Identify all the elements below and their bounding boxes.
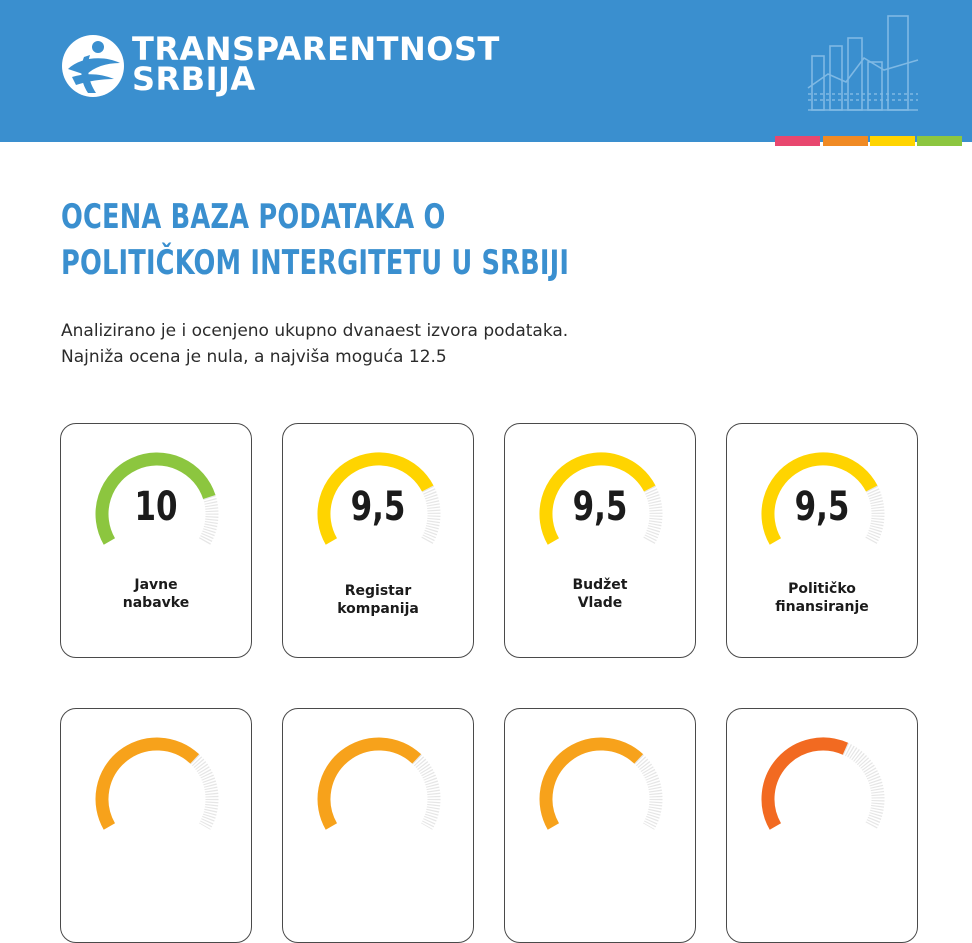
score-card — [726, 708, 918, 943]
card-label: Javne nabavke — [61, 576, 251, 612]
score-gauge — [317, 452, 441, 545]
score-value: 9,5 — [572, 484, 628, 530]
card-label: Registar kompanija — [283, 582, 473, 618]
org-name-line1: TRANSPARENTNOST — [132, 30, 500, 68]
intro-line2: Najniža ocena je nula, a najviša moguća … — [61, 347, 447, 367]
stripe-yellow — [870, 136, 915, 146]
score-gauge — [317, 737, 441, 830]
score-card: 10 Javne nabavke — [60, 423, 252, 658]
score-card — [60, 708, 252, 943]
gauge-track — [189, 754, 219, 830]
score-value: 10 — [134, 484, 178, 530]
gauge-fill — [761, 737, 849, 830]
stripe-green — [917, 136, 962, 146]
intro-text: Analizirano je i ocenjeno ukupno dvanaes… — [61, 318, 568, 370]
score-card — [282, 708, 474, 943]
page-title: OCENA BAZA PODATAKA O POLITIČKOM INTERGI… — [61, 194, 569, 286]
score-value: 9,5 — [350, 484, 406, 530]
org-name: TRANSPARENTNOST SRBIJA — [132, 30, 500, 98]
gauge-track — [198, 494, 219, 545]
bar-chart-icon — [807, 15, 919, 111]
gauge-fill — [539, 452, 656, 545]
org-name-line2: SRBIJA — [132, 60, 256, 98]
card-label-line1: Budžet — [572, 577, 628, 593]
gauge-fill — [761, 452, 878, 545]
score-value: 9,5 — [794, 484, 850, 530]
card-label-line1: Političko — [788, 581, 856, 597]
score-gauge — [761, 737, 885, 830]
gauge-track — [411, 754, 441, 830]
gauge-fill — [317, 452, 434, 545]
card-label: Budžet Vlade — [505, 576, 695, 612]
score-gauge — [761, 452, 885, 545]
header-banner: TRANSPARENTNOST SRBIJA — [0, 0, 972, 142]
score-gauge — [95, 737, 219, 830]
score-card: 9,5 Političko finansiranje — [726, 423, 918, 658]
stripe-orange — [823, 136, 868, 146]
score-gauge — [539, 452, 663, 545]
score-card — [504, 708, 696, 943]
gauge-fill — [317, 737, 422, 830]
score-card: 9,5 Registar kompanija — [282, 423, 474, 658]
stripe-pink — [775, 136, 820, 146]
card-label: Političko finansiranje — [727, 580, 917, 616]
transparency-globe-icon — [62, 35, 124, 97]
intro-line1: Analizirano je i ocenjeno ukupno dvanaes… — [61, 321, 569, 341]
gauge-fill — [95, 452, 216, 545]
gauge-fill — [539, 737, 644, 830]
score-gauge — [539, 737, 663, 830]
card-label-line1: Javne — [134, 577, 178, 593]
card-label-line2: Vlade — [577, 595, 623, 611]
gauge-track — [842, 742, 885, 830]
card-label-line2: nabavke — [122, 595, 190, 611]
page-title-line1: OCENA BAZA PODATAKA O — [61, 197, 446, 237]
score-gauge — [95, 452, 219, 545]
card-label-line2: finansiranje — [775, 599, 869, 615]
score-card: 9,5 Budžet Vlade — [504, 423, 696, 658]
card-label-line2: kompanija — [337, 601, 419, 617]
gauge-fill — [95, 737, 200, 830]
card-label-line1: Registar — [344, 583, 412, 599]
page-title-line2: POLITIČKOM INTERGITETU U SRBIJI — [61, 243, 570, 283]
gauge-track — [633, 754, 663, 830]
